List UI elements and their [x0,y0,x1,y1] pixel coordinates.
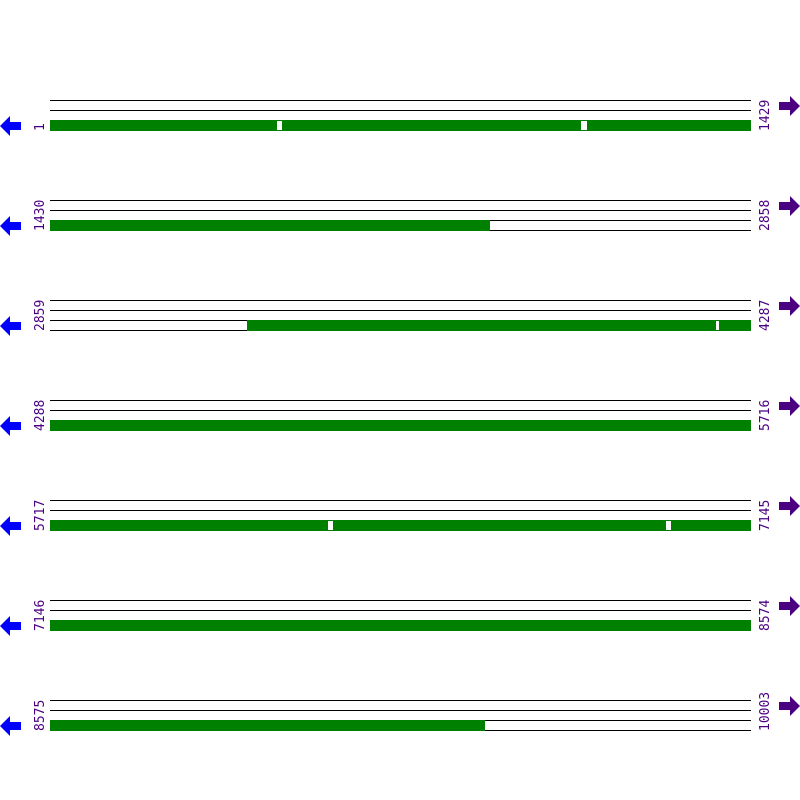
track-line [50,110,751,111]
arrow-right-icon[interactable] [778,195,800,221]
track-line [50,510,751,511]
end-position-label: 10003 [758,691,773,731]
sequence-row: 1 1429 [0,96,800,160]
arrow-left-icon[interactable] [0,315,22,341]
start-position-label: 5717 [33,499,48,531]
orf-gap [580,120,588,131]
start-position-label: 1430 [33,199,48,231]
start-position-label: 4288 [33,399,48,431]
start-position-label: 8575 [33,699,48,731]
end-position-label: 5716 [758,399,773,431]
arrow-left-icon[interactable] [0,215,22,241]
track-line [50,600,751,601]
orf-gap [277,120,282,131]
start-position-label: 2859 [33,299,48,331]
track-line [50,400,751,401]
track-line [50,410,751,411]
arrow-left-icon[interactable] [0,515,22,541]
sequence-row: 7146 8574 [0,596,800,660]
end-position-label: 2858 [758,199,773,231]
track-line [50,300,751,301]
arrow-right-icon[interactable] [778,95,800,121]
arrow-left-icon[interactable] [0,115,22,141]
orf-bar[interactable] [50,120,751,131]
start-position-label: 1 [33,123,48,131]
track-line [50,100,751,101]
track-line [50,710,751,711]
sequence-row: 1430 2858 [0,196,800,260]
sequence-row: 5717 7145 [0,496,800,560]
orf-bar[interactable] [50,720,486,731]
orf-bar[interactable] [50,520,751,531]
track-line [50,310,751,311]
track-line [50,210,751,211]
arrow-left-icon[interactable] [0,415,22,441]
track-line [50,200,751,201]
arrow-right-icon[interactable] [778,595,800,621]
arrow-right-icon[interactable] [778,395,800,421]
arrow-left-icon[interactable] [0,615,22,641]
sequence-row: 4288 5716 [0,396,800,460]
arrow-left-icon[interactable] [0,715,22,741]
sequence-row: 8575 10003 [0,692,800,760]
orf-bar[interactable] [50,220,491,231]
orf-gap [328,520,333,531]
orf-bar[interactable] [247,320,751,331]
track-line [50,700,751,701]
end-position-label: 8574 [758,599,773,631]
start-position-label: 7146 [33,599,48,631]
track-line [50,610,751,611]
sequence-row: 2859 4287 [0,296,800,360]
orf-gap [715,320,719,331]
end-position-label: 4287 [758,299,773,331]
orf-bar[interactable] [50,420,751,431]
track-line [50,500,751,501]
orf-gap [665,520,672,531]
end-position-label: 1429 [758,99,773,131]
arrow-right-icon[interactable] [778,295,800,321]
end-position-label: 7145 [758,499,773,531]
arrow-right-icon[interactable] [778,495,800,521]
orf-bar[interactable] [50,620,751,631]
arrow-right-icon[interactable] [778,695,800,721]
